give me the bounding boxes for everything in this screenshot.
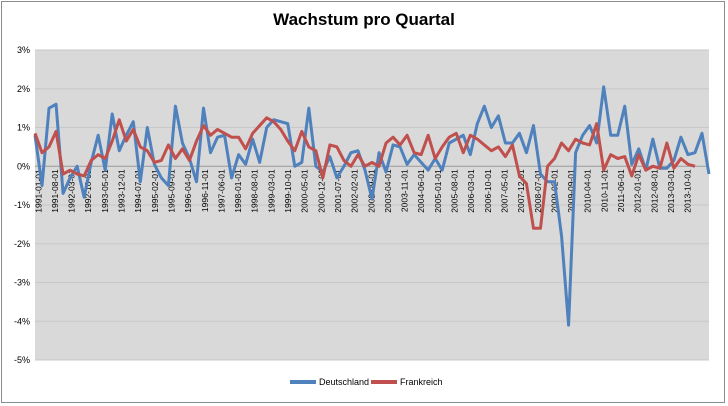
x-tick-label: 2007-05-01 [499,169,509,213]
x-tick-label: 2013-10-01 [683,169,693,213]
x-tick-label: 2004-06-01 [416,169,426,213]
x-tick-label: 2008-07-01 [533,169,543,213]
y-axis: 3% 2% 1% 0% -1% -2% -3% -4% -5% [14,45,30,365]
x-tick-label: 2000-12-01 [316,169,326,213]
legend: Deutschland Frankreich [0,377,728,391]
x-axis: 1991-01-01 1991-08-01 1992-03-01 1992-10-01… [33,169,692,213]
x-tick-label: 1991-01-01 [33,169,43,213]
y-tick-label: 0% [17,161,30,171]
y-tick-label: -5% [14,355,30,365]
x-tick-label: 2009-09-01 [566,169,576,213]
x-tick-label: 2005-01-01 [433,169,443,213]
x-tick-label: 2010-04-01 [583,169,593,213]
legend-label-frankreich: Frankreich [400,377,443,387]
x-tick-label: 2012-01-01 [633,169,643,213]
x-tick-label: 2011-06-01 [616,169,626,212]
legend-label-deutschland: Deutschland [319,377,370,387]
x-tick-label: 2012-08-01 [649,169,659,213]
y-tick-label: 1% [17,123,30,133]
x-tick-label: 1992-10-01 [83,169,93,213]
x-tick-label: 2010-11-01 [599,169,609,212]
series-line-frankreich [33,116,696,230]
x-tick-label: 2002-02-01 [350,169,360,213]
x-tick-label: 1992-03-01 [67,169,77,213]
chart-title: Wachstum pro Quartal [273,10,455,29]
x-tick-label: 2000-05-01 [300,169,310,213]
x-tick-label: 1998-08-01 [250,169,260,213]
x-tick-label: 1993-05-01 [100,169,110,213]
x-tick-label: 2006-10-01 [483,169,493,213]
x-tick-label: 1998-01-01 [233,169,243,213]
x-tick-label: 2003-11-01 [400,169,410,212]
x-tick-label: 1996-11-01 [200,169,210,212]
x-tick-label: 1995-02-01 [150,169,160,213]
y-tick-label: -1% [14,200,30,210]
x-tick-label: 1997-06-01 [216,169,226,213]
y-tick-label: 3% [17,45,30,55]
y-tick-label: 2% [17,84,30,94]
series-group [33,85,711,327]
x-tick-label: 1993-12-01 [117,169,127,213]
legend-item-frankreich: Frankreich [371,377,443,387]
legend-swatch-deutschland [290,380,316,384]
x-tick-label: 1999-10-01 [283,169,293,213]
x-tick-label: 2005-08-01 [450,169,460,213]
x-tick-label: 2001-07-01 [333,169,343,213]
x-tick-label: 1991-08-01 [50,169,60,213]
x-tick-label: 2007-12-01 [516,169,526,213]
x-tick-label: 1995-09-01 [166,169,176,213]
series-line-deutschland [33,85,711,327]
legend-swatch-frankreich [371,380,397,384]
y-tick-label: -2% [14,239,30,249]
x-tick-label: 1994-07-01 [133,169,143,213]
legend-item-deutschland: Deutschland [290,377,369,387]
x-tick-label: 2006-03-01 [466,169,476,213]
y-tick-label: -4% [14,316,30,326]
x-tick-label: 1996-04-01 [183,169,193,213]
x-tick-label: 2003-04-01 [383,169,393,213]
y-tick-label: -3% [14,278,30,288]
x-tick-label: 2013-03-01 [666,169,676,213]
x-tick-label: 1999-03-01 [266,169,276,213]
